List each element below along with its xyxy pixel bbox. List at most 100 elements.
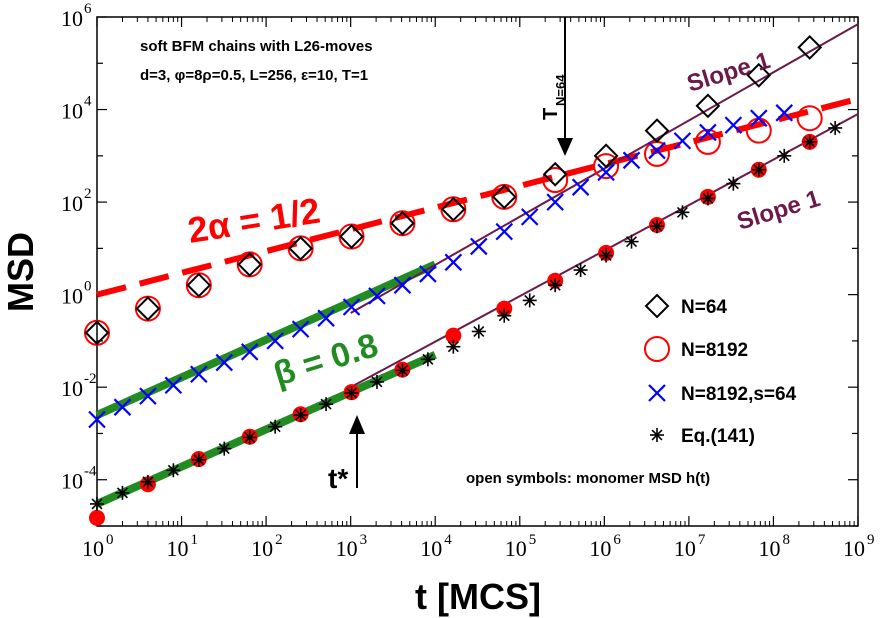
marker-asterisk — [624, 234, 639, 249]
marker-cross — [88, 410, 106, 429]
marker-circle-open — [796, 105, 823, 132]
marker-cross — [470, 237, 488, 256]
marker-cross — [139, 387, 157, 405]
x-tick-label: 10 — [758, 536, 780, 561]
x-tick-label: 10 — [336, 536, 358, 561]
y-tick-label-exp: 6 — [84, 1, 92, 17]
marker-asterisk — [166, 463, 181, 478]
marker-diamond-open — [237, 251, 263, 277]
marker-circle-open — [338, 223, 365, 250]
slope-upper-annotation: Slope 1 — [684, 47, 774, 98]
y-tick-label: 10 — [61, 284, 83, 309]
legend-marker-n64 — [644, 293, 670, 319]
legend-label-eq141: Eq.(141) — [681, 426, 755, 447]
marker-cross — [546, 193, 564, 211]
marker-asterisk — [293, 408, 308, 423]
marker-diamond-open — [542, 161, 568, 187]
marker-cross — [190, 365, 208, 384]
x-tick-label-exp: 7 — [698, 532, 706, 548]
marker-asterisk — [319, 397, 334, 412]
marker-circle-open — [185, 272, 212, 299]
x-tick-label-exp: 4 — [444, 532, 452, 548]
fit-line-0 — [96, 95, 859, 298]
marker-asterisk — [420, 352, 435, 367]
marker-cross — [597, 163, 615, 182]
x-tick-label-exp: 9 — [867, 532, 875, 548]
x-tick-label-exp: 3 — [360, 532, 368, 548]
info-line-2: d=3, φ=8ρ=0.5, L=256, ε=10, T=1 — [140, 67, 368, 84]
marker-cross — [419, 265, 437, 283]
marker-asterisk — [242, 430, 257, 445]
marker-asterisk — [700, 191, 715, 206]
marker-cross — [520, 208, 539, 226]
x-tick-label-exp: 6 — [613, 532, 621, 548]
marker-cross — [368, 287, 386, 305]
marker-cross — [317, 309, 335, 327]
y-tick-label-exp: 0 — [84, 279, 92, 295]
marker-asterisk — [828, 120, 843, 135]
y-tick-label-exp: -2 — [84, 371, 97, 387]
legend-label-n8192: N=8192 — [681, 340, 748, 361]
alpha-annotation: 2α = 1/2 — [185, 190, 323, 251]
y-tick-label: 10 — [61, 469, 83, 494]
tn-arrowhead — [557, 138, 573, 156]
marker-cross — [266, 332, 284, 350]
tstar-arrowhead — [349, 415, 365, 434]
legend-symbol — [648, 384, 666, 402]
x-tick-label-exp: 5 — [529, 532, 537, 548]
marker-circle-filled — [445, 327, 462, 344]
marker-diamond-open — [593, 143, 619, 169]
tstar-label: t* — [328, 463, 348, 494]
x-tick-label: 10 — [420, 536, 442, 561]
marker-diamond-open — [491, 184, 517, 210]
x-tick-label-exp: 2 — [275, 532, 283, 548]
marker-diamond-open — [135, 296, 161, 321]
legend-marker-n8192 — [644, 336, 670, 362]
marker-cross — [648, 141, 666, 160]
y-tick-label: 10 — [61, 6, 83, 31]
marker-diamond-open — [797, 35, 823, 60]
footnote: open symbols: monomer MSD h(t) — [466, 470, 710, 487]
marker-cross — [444, 253, 463, 272]
marker-asterisk — [217, 441, 232, 456]
info-line-1: soft BFM chains with L26-moves — [140, 38, 373, 55]
marker-cross — [215, 353, 234, 372]
marker-asterisk — [446, 339, 461, 354]
fit-line-3 — [350, 23, 859, 314]
marker-asterisk — [369, 374, 384, 389]
legend-symbol — [644, 293, 670, 319]
slope-lower-annotation: Slope 1 — [734, 185, 824, 236]
marker-cross — [240, 343, 259, 361]
y-tick-label: 10 — [61, 191, 83, 216]
marker-asterisk — [573, 263, 588, 278]
marker-asterisk — [751, 162, 766, 177]
marker-cross — [342, 298, 361, 316]
legend-label-n8192-s64: N=8192,s=64 — [681, 384, 797, 405]
marker-circle-open — [593, 153, 620, 180]
marker-asterisk — [140, 474, 155, 489]
marker-asterisk — [522, 293, 537, 308]
marker-diamond-open — [288, 235, 314, 261]
legend-label-n64: N=64 — [681, 297, 727, 318]
x-tick-label: 10 — [505, 536, 527, 561]
y-tick-label-exp: 2 — [84, 186, 92, 202]
marker-circle-filled — [89, 509, 105, 526]
marker-cross — [393, 276, 412, 294]
x-tick-label-exp: 0 — [106, 532, 114, 548]
marker-diamond-open — [84, 320, 110, 346]
marker-diamond-open — [695, 93, 721, 119]
marker-asterisk — [344, 385, 359, 400]
plot-frame — [96, 16, 859, 527]
x-axis-title: t [MCS] — [415, 576, 541, 617]
marker-asterisk — [675, 205, 690, 220]
x-tick-label: 10 — [589, 536, 611, 561]
marker-circle-open — [542, 167, 569, 194]
marker-circle-open — [134, 295, 161, 322]
x-tick-label-exp: 1 — [191, 532, 199, 548]
data-markers — [84, 35, 843, 526]
marker-diamond-open — [339, 224, 364, 249]
marker-asterisk — [548, 278, 563, 293]
y-tick-label: 10 — [61, 376, 83, 401]
marker-diamond-open — [746, 62, 772, 88]
